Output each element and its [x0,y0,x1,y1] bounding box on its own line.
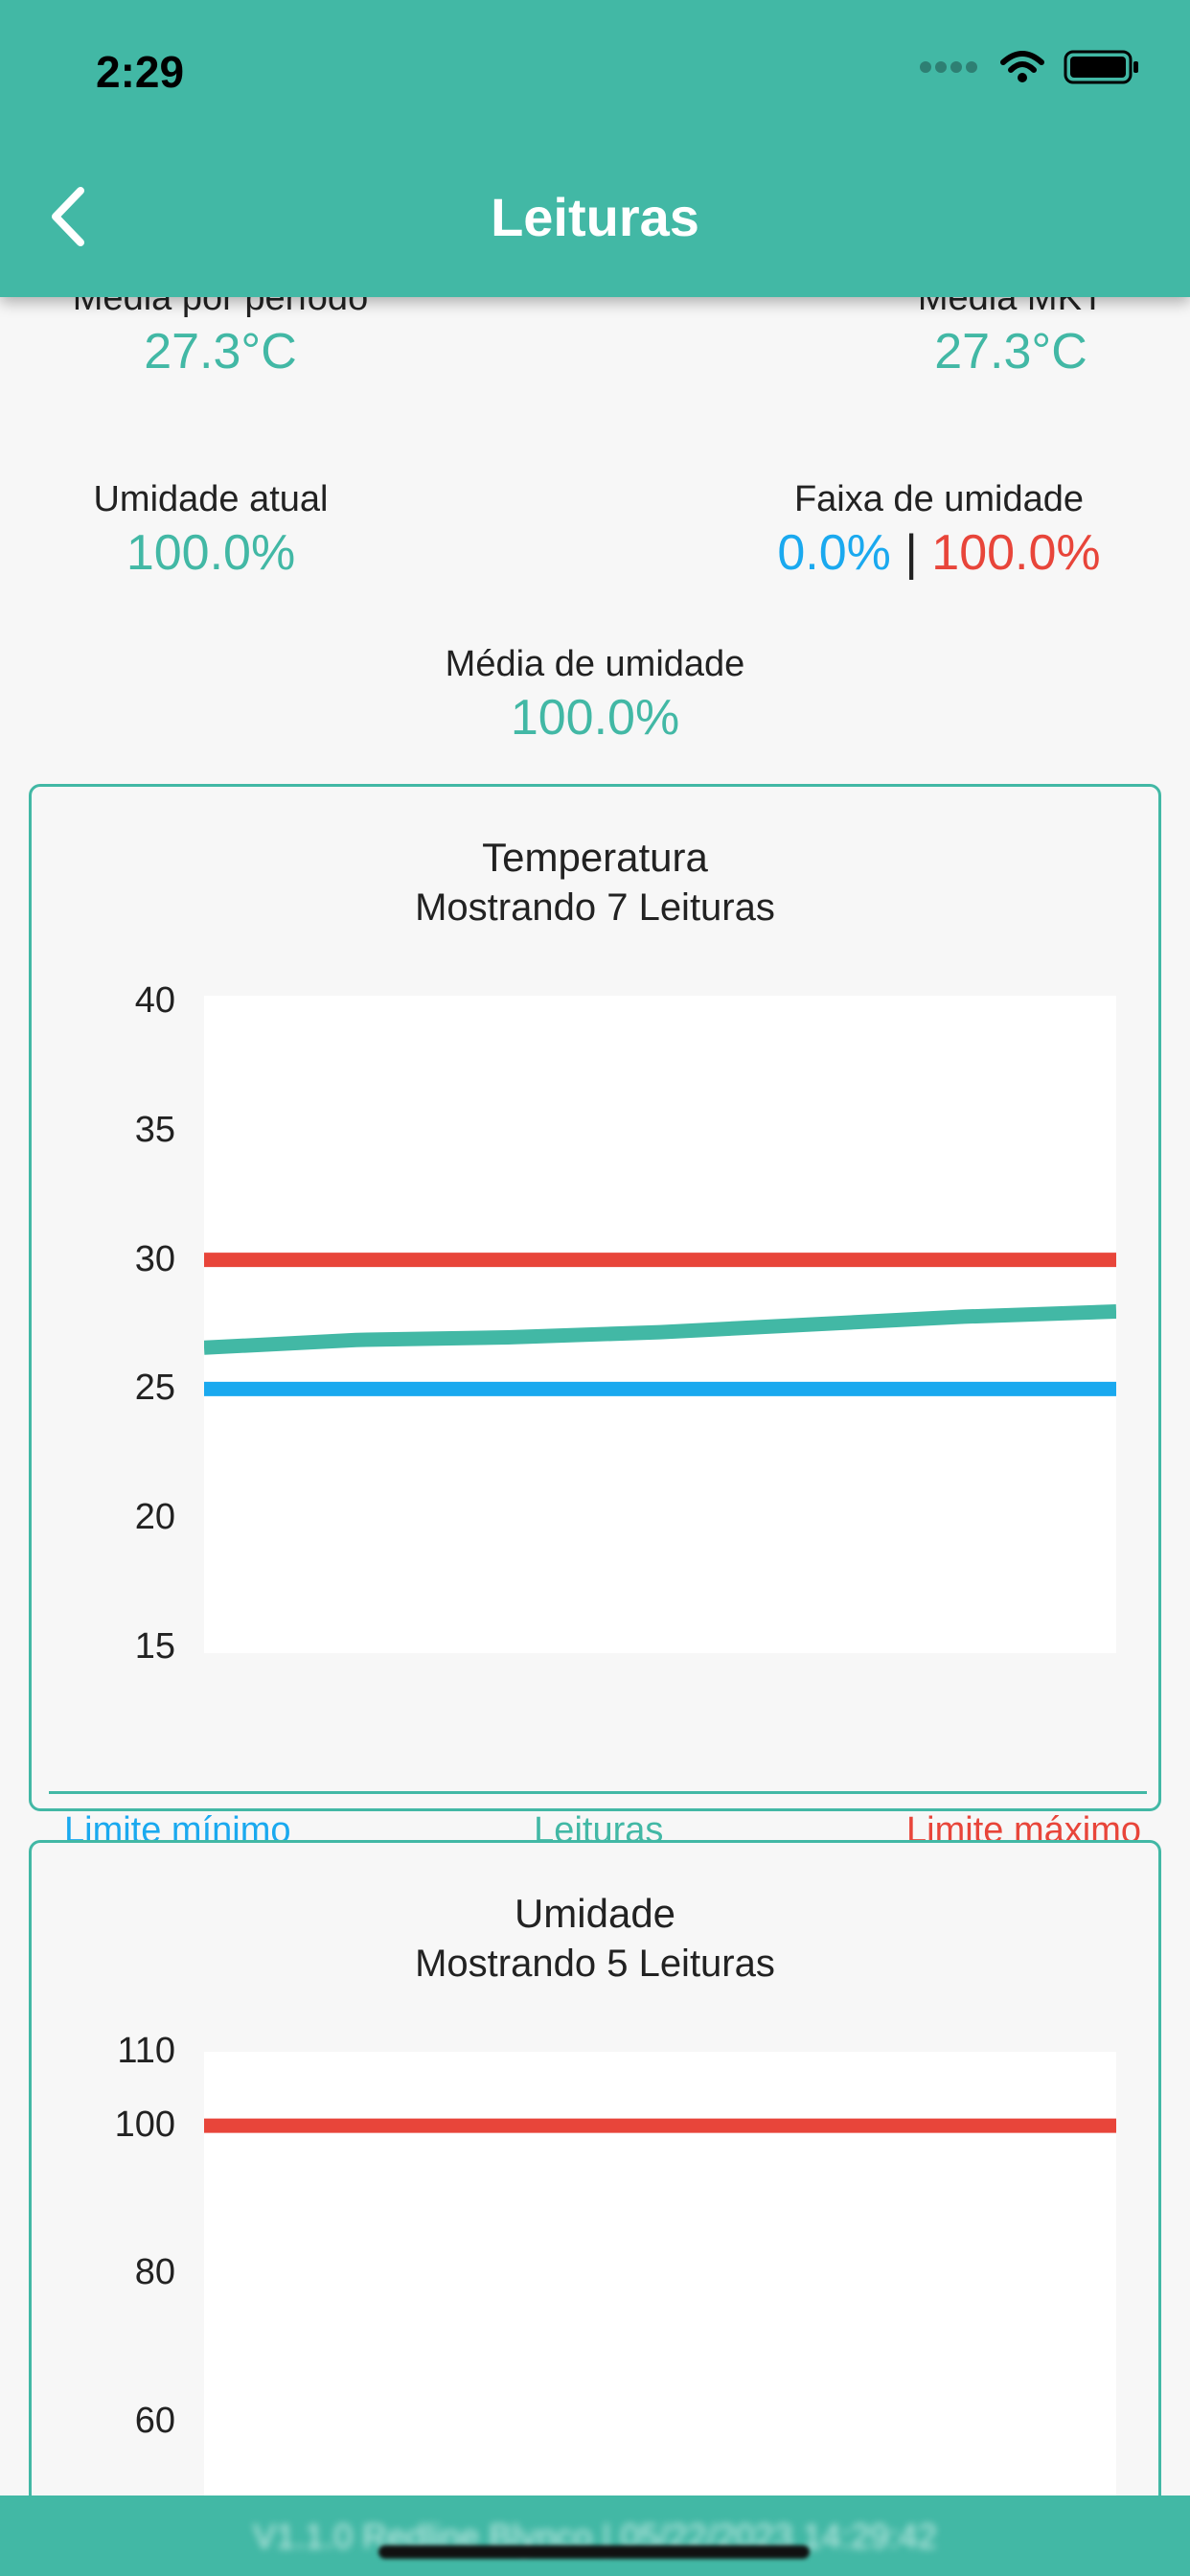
humidity-chart [204,2052,1116,2569]
y-tick-label: 40 [134,980,175,1021]
humidity-current-value: 100.0% [126,525,296,581]
humidity-current-label: Umidade atual [93,479,329,519]
back-button[interactable] [38,180,96,253]
y-tick-label: 20 [134,1497,175,1538]
humidity-range: Faixa de umidade 0.0% | 100.0% [728,479,1150,582]
humidity-chart-subtitle: Mostrando 5 Leituras [415,1943,775,1985]
status-icons [918,50,1140,84]
y-tick-label: 25 [134,1368,175,1409]
y-tick-label: 110 [117,2031,175,2071]
battery-icon [1064,50,1138,84]
home-indicator[interactable] [378,2545,810,2559]
temperature-chart-card: Temperatura Mostrando 7 Leituras 40 35 30 2… [29,784,1161,1870]
humidity-range-values: 0.0% | 100.0% [728,524,1150,582]
humidity-chart-card: Umidade Mostrando 5 Leituras 11010080604… [29,1840,1161,2576]
humidity-range-max: 100.0% [931,525,1101,581]
wifi-icon [1000,51,1044,82]
temperature-chart-title: Temperatura [482,835,708,880]
page-title: Leituras [491,187,699,247]
y-tick-label: 100 [114,2104,175,2146]
y-tick-label: 60 [134,2400,175,2441]
app-header: 2:29 Leituras [0,0,1190,297]
temperature-chart [204,996,1116,1653]
humidity-range-separator: | [904,525,918,581]
y-tick-label: 30 [134,1238,175,1279]
footer-bar: V1.1.0 Redline Blynco | 05/22/2023 14:29… [0,2496,1190,2576]
status-time: 2:29 [96,47,185,97]
temperature-chart-subtitle: Mostrando 7 Leituras [415,886,775,929]
humidity-current: Umidade atual 100.0% [57,479,364,582]
humidity-chart-title: Umidade [514,1891,676,1936]
y-tick-label: 15 [134,1626,175,1667]
humidity-average-value: 100.0% [510,690,680,746]
y-tick-label: 80 [134,2252,175,2293]
series-line-leituras [204,1304,1116,1355]
signal-icon [920,61,977,73]
y-tick-label: 35 [134,1109,175,1150]
chevron-left-icon [52,187,84,246]
humidity-range-min: 0.0% [777,525,891,581]
period-average-value: 27.3°C [144,324,297,380]
humidity-range-label: Faixa de umidade [793,479,1085,519]
humidity-average-label: Média de umidade [445,644,745,684]
humidity-average: Média de umidade 100.0% [355,644,835,747]
mkt-average-value: 27.3°C [934,324,1087,380]
